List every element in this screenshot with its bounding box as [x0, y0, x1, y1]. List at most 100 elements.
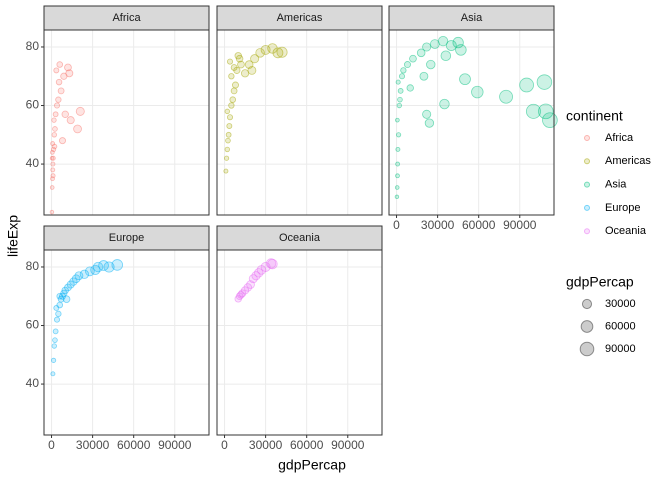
point [64, 283, 72, 292]
point [51, 132, 57, 138]
point [525, 103, 541, 119]
x-tick-label: 90000 [158, 438, 192, 452]
point [499, 89, 513, 104]
point [395, 132, 402, 138]
facet-label: Oceania [279, 232, 321, 244]
point [53, 67, 60, 74]
point [272, 47, 284, 59]
point [65, 69, 74, 78]
size-legend-title: gdpPercap [566, 274, 634, 290]
size-legend-key [580, 320, 594, 333]
point [440, 50, 452, 62]
strip [43, 225, 210, 251]
legend-key [584, 181, 590, 188]
point [404, 61, 411, 69]
x-tick-label: 0 [48, 438, 55, 452]
point [416, 48, 426, 58]
point [49, 155, 55, 161]
strip [388, 5, 555, 31]
point [53, 316, 61, 323]
point [50, 150, 55, 155]
point [66, 116, 75, 125]
point [225, 137, 231, 144]
panel-background [389, 30, 554, 215]
point [394, 194, 400, 200]
point [230, 87, 238, 95]
point [437, 35, 449, 47]
x-tick-label: 60000 [117, 438, 151, 452]
point [395, 146, 401, 152]
point [74, 271, 84, 281]
y-axis-title: lifeExp [5, 215, 21, 257]
point [223, 168, 229, 174]
point [56, 61, 64, 68]
x-tick-label: 30000 [421, 218, 455, 232]
point [237, 60, 245, 69]
y-tick-label: 80 [26, 39, 40, 53]
point [223, 155, 230, 161]
point [50, 161, 56, 167]
point [265, 258, 277, 269]
point [538, 103, 554, 120]
facet-label: Europe [109, 232, 144, 244]
point [57, 87, 65, 95]
point [419, 71, 429, 81]
panel-background [217, 250, 382, 435]
facet-label: Asia [461, 12, 483, 24]
point [519, 77, 534, 93]
point [51, 343, 57, 349]
point [51, 143, 58, 150]
point [397, 96, 403, 103]
point [53, 102, 61, 109]
legend-key [584, 135, 590, 141]
point [409, 54, 417, 63]
point [395, 161, 401, 167]
point [422, 42, 432, 52]
point [267, 43, 278, 54]
x-tick-label: 0 [393, 218, 400, 232]
point [247, 65, 257, 75]
point [73, 124, 82, 134]
point [395, 117, 400, 123]
point [55, 78, 63, 86]
point [224, 146, 230, 153]
strip [43, 5, 210, 31]
point [226, 58, 234, 65]
size-legend-label: 60000 [605, 320, 636, 332]
point [536, 74, 553, 90]
point [251, 271, 261, 281]
point [55, 310, 62, 317]
point [452, 36, 464, 49]
legend-label: Africa [605, 132, 634, 144]
y-tick-label: 80 [26, 259, 40, 273]
point [254, 268, 264, 278]
point [400, 67, 407, 74]
x-tick-label: 0 [221, 438, 228, 452]
panel-background [217, 30, 382, 215]
point [394, 185, 400, 190]
point [56, 292, 64, 300]
point [52, 126, 58, 132]
point [79, 269, 90, 279]
x-tick-label: 30000 [76, 438, 110, 452]
point [395, 79, 401, 85]
facet-label: Africa [112, 12, 141, 24]
point [50, 167, 56, 173]
facet-label: Americas [277, 12, 323, 24]
size-legend-label: 90000 [605, 343, 636, 355]
point [424, 118, 435, 128]
point [426, 59, 436, 70]
legend-label: Oceania [605, 225, 647, 237]
point [228, 73, 235, 80]
point [230, 64, 238, 71]
point [53, 305, 60, 311]
legend-label: Europe [605, 202, 640, 214]
point [439, 98, 450, 110]
point [445, 40, 457, 51]
point [62, 295, 71, 303]
x-tick-label: 90000 [503, 218, 537, 232]
point [52, 111, 59, 118]
point [59, 137, 66, 145]
point [398, 73, 406, 80]
size-legend-key [579, 341, 595, 357]
